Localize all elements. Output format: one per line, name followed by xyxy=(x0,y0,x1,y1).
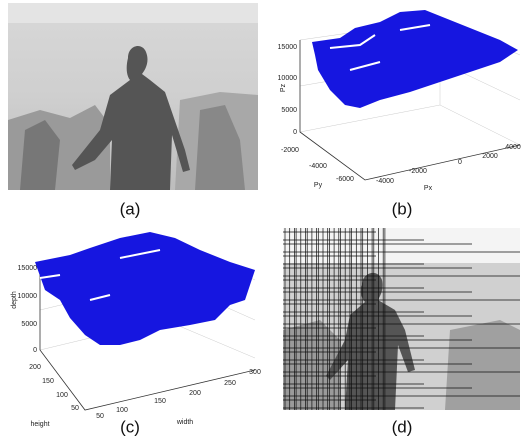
y-axis-label: height xyxy=(30,421,49,428)
x-tick-label: 200 xyxy=(189,390,201,397)
y-tick-label: -6000 xyxy=(336,176,354,183)
x-tick-label: 100 xyxy=(116,407,128,414)
z-axis-label: Pz xyxy=(280,83,287,92)
x-tick-label: 150 xyxy=(154,398,166,405)
caption: (b) xyxy=(392,199,413,218)
y-tick-label: 100 xyxy=(56,392,68,399)
y-tick-label: 50 xyxy=(71,405,79,412)
z-tick-label: 10000 xyxy=(18,293,38,300)
x-tick-label: 0 xyxy=(458,159,462,166)
caption: (a) xyxy=(120,199,141,218)
noisy-depth-image xyxy=(283,228,520,410)
depth-image xyxy=(8,3,258,190)
y-axis-label: Py xyxy=(314,182,323,189)
z-tick-label: 5000 xyxy=(281,107,297,114)
z-tick-label: 10000 xyxy=(278,75,298,82)
y-tick-label: -2000 xyxy=(281,147,299,154)
z-tick-label: 0 xyxy=(33,347,37,354)
caption: (d) xyxy=(392,417,413,436)
y-tick-label: -4000 xyxy=(309,163,327,170)
caption: (c) xyxy=(120,417,140,436)
x-axis-label: width xyxy=(176,419,193,426)
x-tick-label: -2000 xyxy=(409,168,427,175)
z-tick-label: 5000 xyxy=(21,321,37,328)
point-cloud-c xyxy=(35,232,255,410)
z-tick-label: 0 xyxy=(293,129,297,136)
z-axis-label: depth xyxy=(11,291,18,309)
z-tick-label: 15000 xyxy=(278,44,298,51)
figure: (a)(b)(c)(d)150001000050000-2000-4000-60… xyxy=(0,0,525,439)
y-tick-label: 150 xyxy=(42,378,54,385)
y-tick-label: 200 xyxy=(29,364,41,371)
z-tick-label: 15000 xyxy=(18,265,38,272)
x-tick-label: 250 xyxy=(224,380,236,387)
x-tick-label: 50 xyxy=(96,413,104,420)
x-axis-label: Px xyxy=(424,185,433,192)
x-tick-label: -4000 xyxy=(376,178,394,185)
x-tick-label: 2000 xyxy=(482,153,498,160)
x-tick-label: 300 xyxy=(249,369,261,376)
x-tick-label: 4000 xyxy=(505,144,521,151)
